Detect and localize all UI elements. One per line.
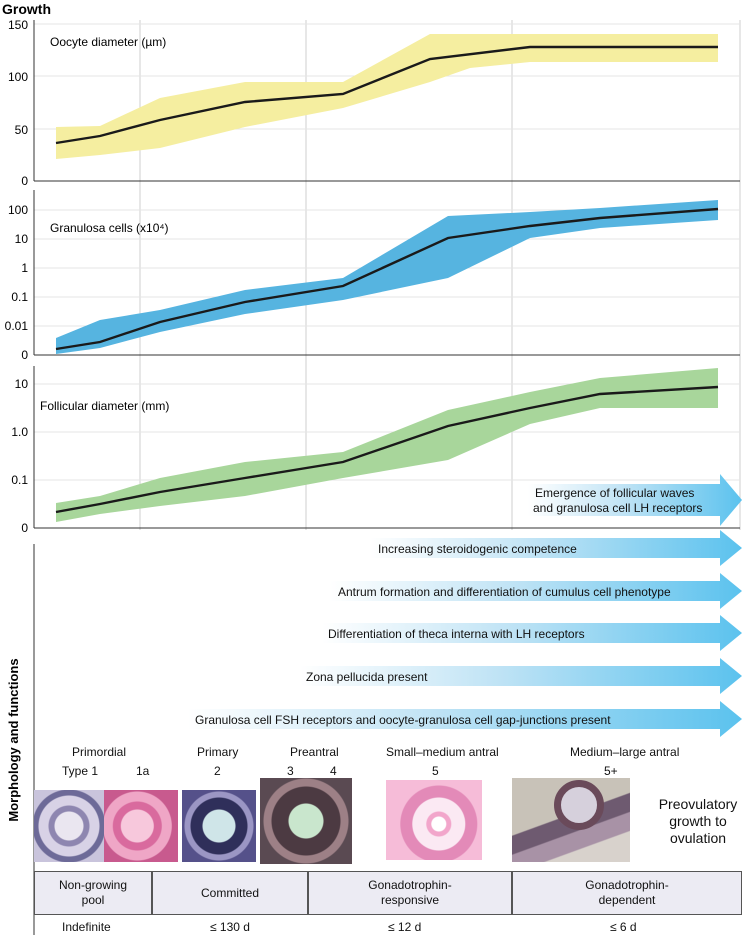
granulosa-tick-1: 1 bbox=[21, 261, 28, 275]
granulosa-range-band bbox=[56, 200, 718, 354]
stage-small-medium-number: 5 bbox=[432, 764, 439, 778]
follicular-tick-0.1: 0.1 bbox=[11, 473, 28, 487]
duration-responsive: ≤ 12 d bbox=[388, 920, 422, 934]
stage-box-non-growing: Non-growing pool bbox=[34, 871, 152, 915]
diagram-title: Growth bbox=[2, 1, 51, 17]
arrow-fsh-receptors bbox=[188, 701, 742, 737]
stage-box-committed: Committed bbox=[152, 871, 308, 915]
granulosa-median-line bbox=[55, 207, 719, 351]
arrow-steroidogenic bbox=[370, 530, 742, 566]
arrow-theca-label: Differentiation of theca interna with LH… bbox=[328, 627, 585, 641]
granulosa-tick-10: 10 bbox=[15, 232, 29, 246]
stage-type1-label: Type 1 bbox=[62, 764, 99, 778]
stage-preantral-label: Preantral bbox=[290, 745, 339, 759]
stage-box-dependent-label: Gonadotrophin-dependent bbox=[585, 878, 669, 907]
function-arrows: Emergence of follicular waves and granul… bbox=[188, 474, 742, 737]
oocyte-range-band bbox=[56, 34, 718, 159]
duration-committed: ≤ 130 d bbox=[210, 920, 250, 934]
photo-preantral bbox=[260, 778, 352, 864]
stage-box-responsive-label: Gonadotrophin-responsive bbox=[368, 878, 452, 907]
granulosa-tick-0.01: 0.01 bbox=[5, 319, 29, 333]
oocyte-tick-100: 100 bbox=[8, 70, 28, 84]
granulosa-panel-title: Granulosa cells (x10⁴) bbox=[50, 221, 169, 235]
stage-preantral-3: 3 bbox=[287, 764, 294, 778]
arrow-zona-pellucida bbox=[300, 658, 742, 694]
follicular-tick-1: 1.0 bbox=[11, 425, 28, 439]
photo-oocyte-mound bbox=[554, 780, 604, 830]
stage-medium-large-number: 5+ bbox=[604, 764, 618, 778]
arrow-steroidogenic-label: Increasing steroidogenic competence bbox=[378, 542, 577, 556]
arrow-follicular-waves-label-1: Emergence of follicular waves bbox=[535, 486, 694, 500]
stage-primary-label: Primary bbox=[197, 745, 239, 759]
stage-box-committed-label: Committed bbox=[200, 885, 259, 900]
vertical-gridlines bbox=[139, 20, 741, 530]
arrow-theca bbox=[322, 615, 742, 651]
duration-dependent: ≤ 6 d bbox=[610, 920, 637, 934]
follicular-range-band bbox=[56, 368, 718, 522]
follicular-tick-0: 0 bbox=[21, 521, 28, 535]
oocyte-median-line bbox=[55, 45, 718, 145]
arrow-follicular-waves-label-2: and granulosa cell LH receptors bbox=[533, 501, 702, 515]
arrow-antrum bbox=[330, 573, 742, 609]
arrow-follicular-waves bbox=[528, 474, 742, 526]
stage-small-medium-label: Small–medium antral bbox=[386, 745, 499, 759]
oocyte-tick-0: 0 bbox=[21, 174, 28, 188]
photo-primary bbox=[182, 790, 256, 862]
photo-primordial-type1 bbox=[34, 790, 104, 862]
stage-type1a-label: 1a bbox=[136, 764, 150, 778]
photo-primordial-type1a bbox=[104, 790, 178, 862]
oocyte-tick-150: 150 bbox=[8, 18, 28, 32]
oocyte-panel-title: Oocyte diameter (µm) bbox=[50, 35, 166, 49]
photo-medium-large-antral bbox=[512, 778, 630, 862]
follicular-panel: 10 1.0 0.1 0 Follicular diameter (mm) bbox=[11, 366, 740, 535]
oocyte-panel: 150 100 50 0 Oocyte diameter (µm) bbox=[8, 18, 740, 188]
stage-box-non-growing-label: Non-growing pool bbox=[58, 878, 128, 907]
stage-primary-number: 2 bbox=[214, 764, 221, 778]
stage-medium-large-label: Medium–large antral bbox=[570, 745, 680, 759]
preovulatory-label: Preovulatory growth to ovulation bbox=[658, 796, 738, 846]
arrow-fsh-receptors-label: Granulosa cell FSH receptors and oocyte-… bbox=[195, 713, 611, 727]
stage-primordial-label: Primordial bbox=[72, 745, 127, 759]
follicular-median-line bbox=[55, 385, 719, 514]
arrow-antrum-label: Antrum formation and differentiation of … bbox=[338, 585, 671, 599]
follicular-tick-10: 10 bbox=[15, 377, 29, 391]
oocyte-tick-50: 50 bbox=[15, 123, 29, 137]
photo-small-medium-antral bbox=[386, 780, 482, 860]
stage-preantral-4: 4 bbox=[330, 764, 337, 778]
follicular-panel-title: Follicular diameter (mm) bbox=[40, 399, 169, 413]
granulosa-tick-100: 100 bbox=[8, 203, 28, 217]
morphology-side-label: Morphology and functions bbox=[6, 658, 21, 821]
stage-box-dependent: Gonadotrophin-dependent bbox=[512, 871, 742, 915]
arrow-zona-pellucida-label: Zona pellucida present bbox=[306, 670, 428, 684]
granulosa-tick-0.1: 0.1 bbox=[11, 290, 28, 304]
stage-box-responsive: Gonadotrophin-responsive bbox=[308, 871, 512, 915]
duration-non-growing: Indefinite bbox=[62, 920, 111, 934]
granulosa-panel: 100 10 1 0.1 0.01 0 Granulosa cells (x10… bbox=[5, 190, 740, 362]
granulosa-tick-0: 0 bbox=[21, 348, 28, 362]
